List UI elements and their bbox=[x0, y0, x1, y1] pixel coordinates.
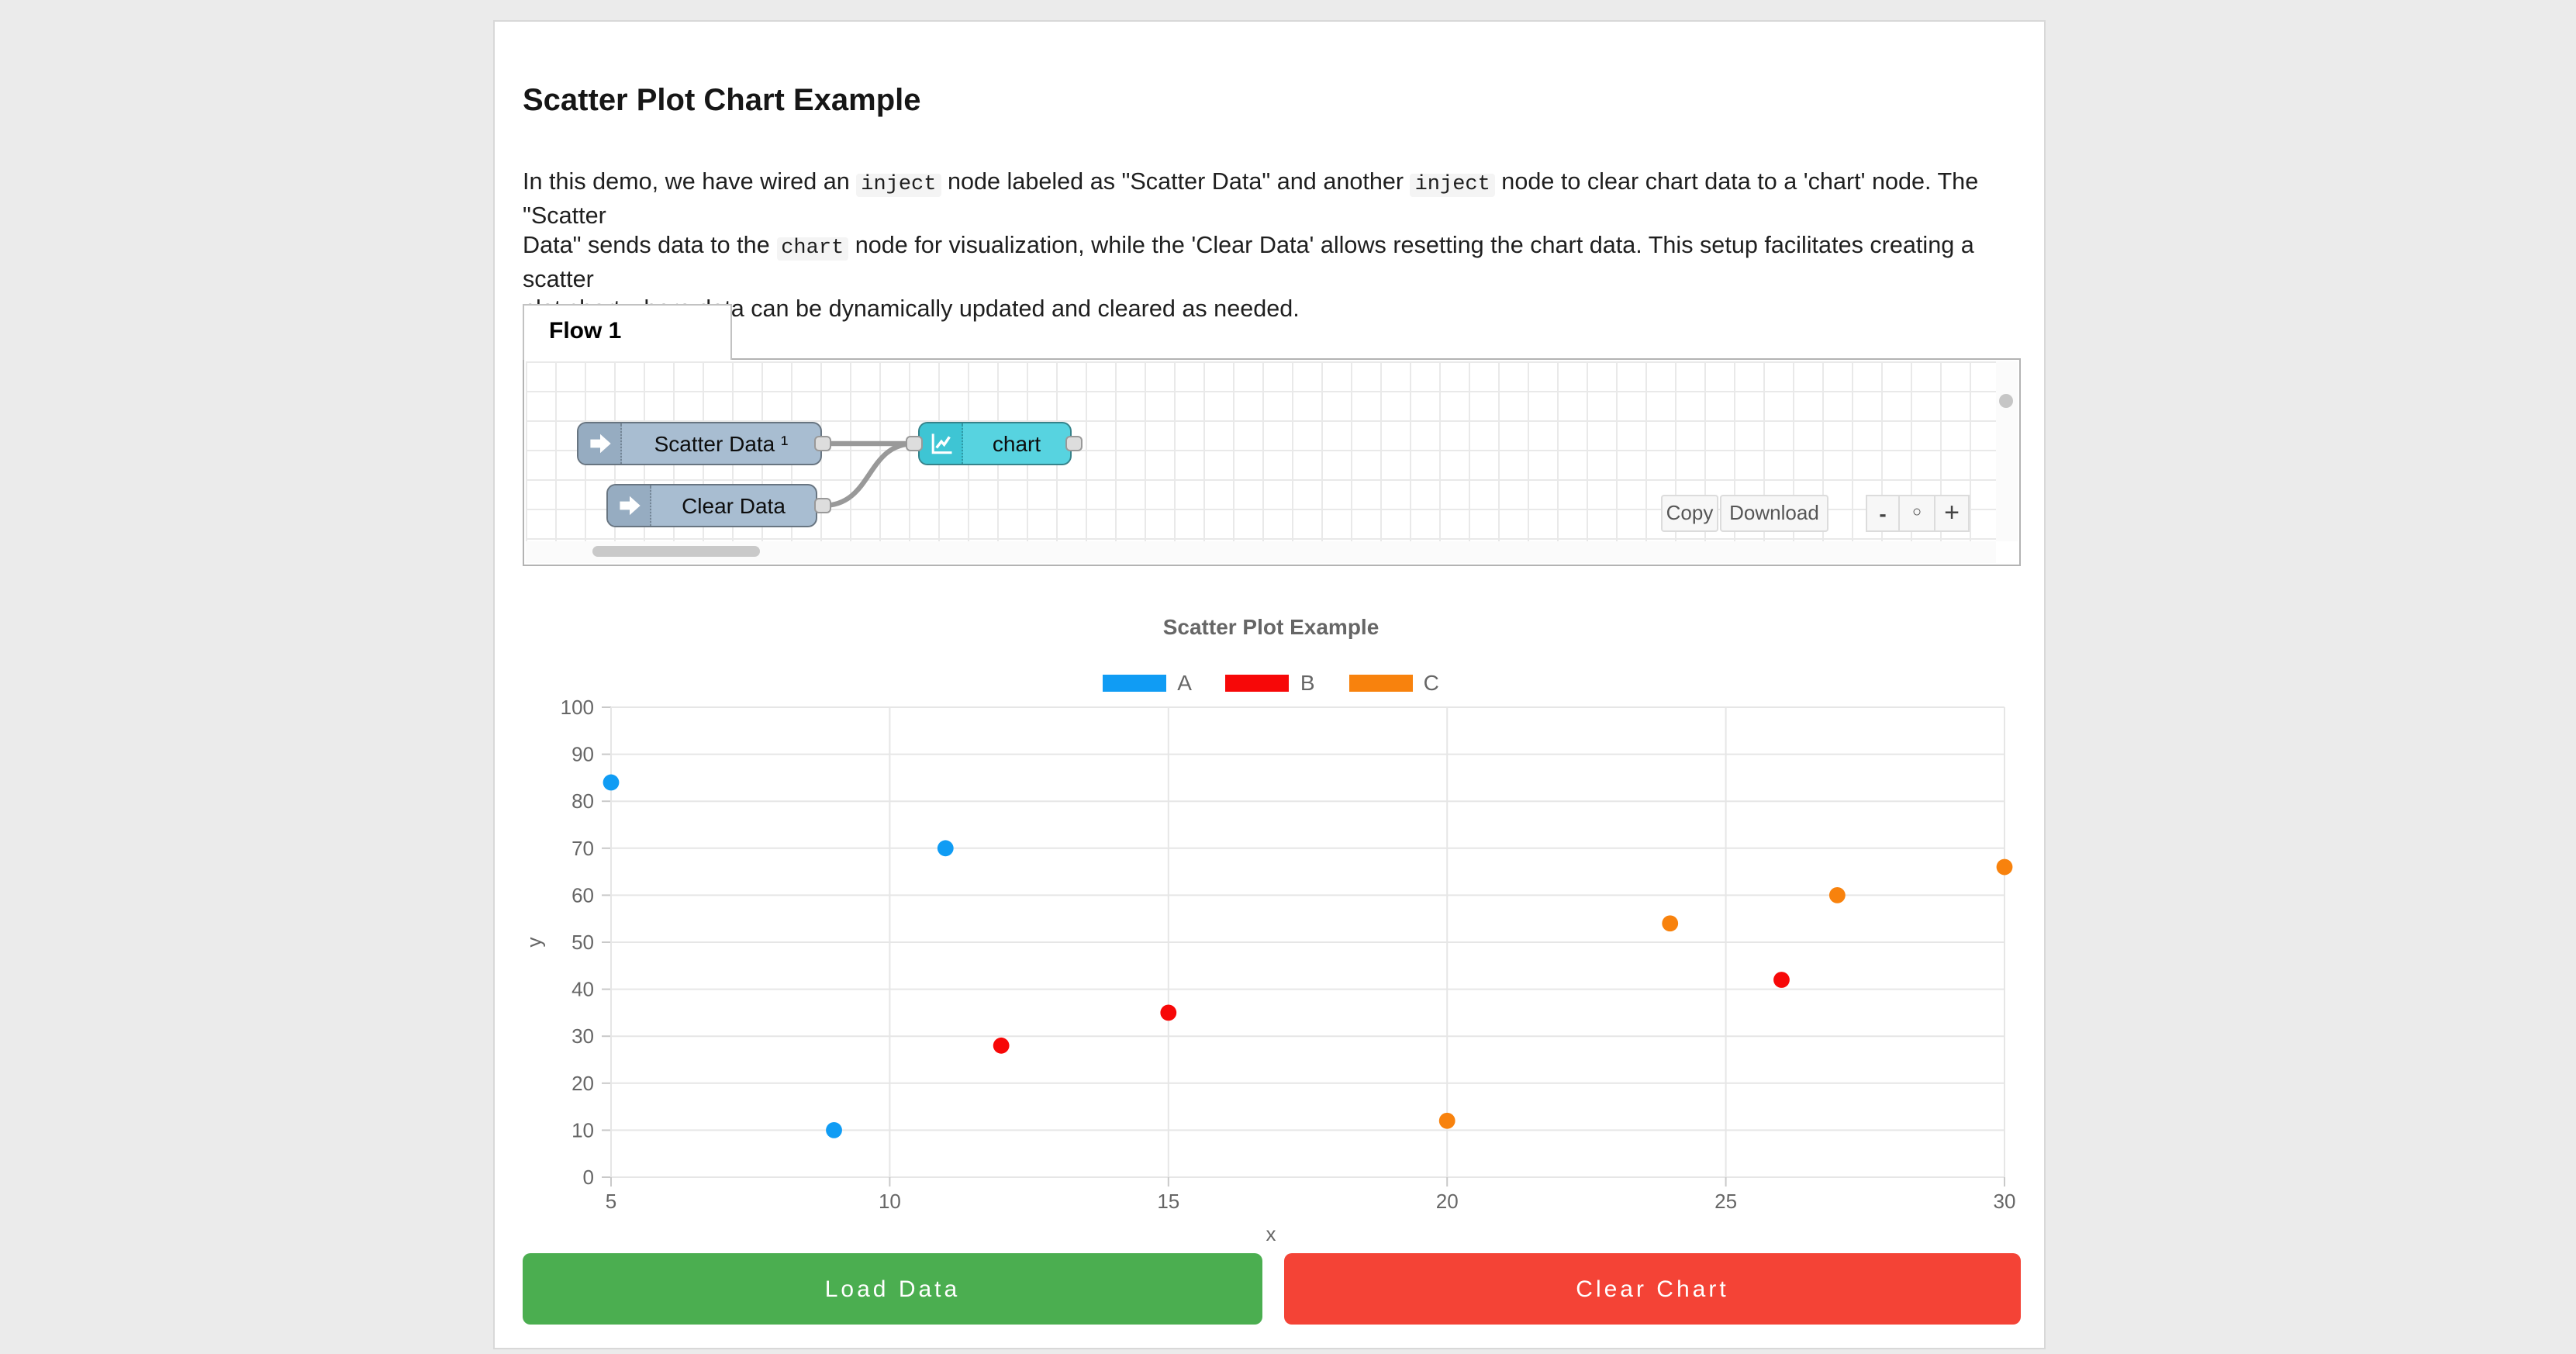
y-axis-title: y bbox=[522, 937, 546, 948]
node-label: Scatter Data ¹ bbox=[654, 431, 789, 456]
inline-code: chart bbox=[776, 237, 849, 261]
data-point bbox=[1996, 858, 2013, 876]
legend-item[interactable]: B bbox=[1225, 670, 1315, 695]
y-tick-label: 0 bbox=[583, 1166, 594, 1189]
legend-color-chip bbox=[1225, 674, 1290, 691]
node-clear-data[interactable]: Clear Data bbox=[606, 484, 817, 527]
data-point bbox=[1662, 915, 1679, 932]
flow-editor-viewport: Scatter Data ¹ Clear Data bbox=[523, 358, 2021, 566]
x-axis-title: x bbox=[1266, 1222, 1276, 1245]
node-chart[interactable]: chart bbox=[918, 422, 1072, 465]
legend-label: C bbox=[1423, 670, 1439, 695]
data-point bbox=[603, 774, 620, 791]
line-chart-icon bbox=[931, 433, 951, 454]
download-button[interactable]: Download bbox=[1720, 495, 1828, 532]
flow-tab-label: Flow 1 bbox=[549, 318, 622, 344]
inline-code: inject bbox=[856, 174, 941, 197]
y-tick-label: 100 bbox=[561, 696, 594, 719]
data-point bbox=[937, 840, 954, 857]
y-tick-label: 80 bbox=[571, 789, 594, 813]
data-point bbox=[1773, 972, 1790, 988]
data-point bbox=[1828, 887, 1846, 903]
horizontal-scrollbar[interactable] bbox=[526, 541, 1996, 563]
vertical-scrollbar-thumb[interactable] bbox=[1999, 394, 2013, 408]
arrow-right-icon bbox=[619, 496, 640, 516]
y-tick-label: 10 bbox=[571, 1118, 594, 1142]
intro-paragraph: In this demo, we have wired an inject no… bbox=[523, 169, 1979, 323]
node-input-port[interactable] bbox=[906, 436, 923, 451]
zoom-in-button[interactable]: + bbox=[1934, 495, 1970, 532]
legend-label: B bbox=[1300, 670, 1315, 695]
chart-legend: A B C bbox=[495, 670, 2047, 695]
y-tick-label: 40 bbox=[571, 978, 594, 1001]
legend-label: A bbox=[1177, 670, 1192, 695]
chart-plot: 0 10 20 30 40 50 60 70 80 90 100 5 10 15 20 25 30 bbox=[561, 696, 2016, 1213]
horizontal-scrollbar-thumb[interactable] bbox=[592, 546, 760, 557]
y-tick-label: 60 bbox=[571, 883, 594, 907]
chart-title: Scatter Plot Example bbox=[1162, 614, 1380, 639]
copy-button[interactable]: Copy bbox=[1661, 495, 1718, 532]
node-output-port[interactable] bbox=[814, 498, 831, 513]
y-tick-label: 20 bbox=[571, 1072, 594, 1095]
node-output-port[interactable] bbox=[814, 436, 831, 451]
zoom-out-button[interactable]: - bbox=[1866, 495, 1900, 532]
x-tick-label: 5 bbox=[606, 1190, 616, 1213]
node-output-port[interactable] bbox=[1065, 436, 1083, 451]
y-tick-label: 70 bbox=[571, 837, 594, 860]
x-tick-label: 30 bbox=[1994, 1190, 2016, 1213]
inline-code: inject bbox=[1410, 174, 1495, 197]
clear-chart-button[interactable]: Clear Chart bbox=[1284, 1253, 2021, 1325]
zoom-reset-button[interactable]: ○ bbox=[1898, 495, 1935, 532]
flow-tab[interactable]: Flow 1 bbox=[523, 304, 732, 360]
legend-color-chip bbox=[1348, 674, 1413, 691]
page-title: Scatter Plot Chart Example bbox=[523, 84, 921, 118]
data-point bbox=[993, 1037, 1010, 1054]
arrow-right-icon bbox=[589, 433, 610, 454]
x-tick-label: 15 bbox=[1157, 1190, 1179, 1213]
legend-item[interactable]: C bbox=[1348, 670, 1439, 695]
flow-canvas[interactable]: Scatter Data ¹ Clear Data bbox=[526, 361, 1996, 541]
content-card: Scatter Plot Chart Example In this demo,… bbox=[493, 20, 2046, 1349]
node-label: chart bbox=[992, 431, 1041, 456]
scatter-chart: Scatter Plot Example A B C 0 10 20 30 40 50 60 70… bbox=[495, 596, 2047, 1262]
x-tick-label: 25 bbox=[1714, 1190, 1737, 1213]
vertical-scrollbar[interactable] bbox=[1996, 361, 2018, 541]
legend-color-chip bbox=[1103, 674, 1167, 691]
zoom-controls: - ○ + bbox=[1866, 495, 1970, 532]
node-label: Clear Data bbox=[682, 493, 786, 518]
node-scatter-data[interactable]: Scatter Data ¹ bbox=[577, 422, 822, 465]
icon-area bbox=[578, 423, 622, 464]
data-point bbox=[1160, 1004, 1177, 1021]
x-tick-label: 10 bbox=[879, 1190, 901, 1213]
y-tick-label: 30 bbox=[571, 1024, 594, 1048]
load-data-button[interactable]: Load Data bbox=[523, 1253, 1262, 1325]
data-point bbox=[826, 1122, 842, 1138]
icon-area bbox=[920, 423, 963, 464]
data-point bbox=[1438, 1112, 1455, 1129]
y-tick-label: 50 bbox=[571, 931, 594, 954]
legend-item[interactable]: A bbox=[1103, 670, 1192, 695]
x-tick-label: 20 bbox=[1436, 1190, 1459, 1213]
y-tick-label: 90 bbox=[571, 743, 594, 766]
icon-area bbox=[608, 485, 651, 526]
